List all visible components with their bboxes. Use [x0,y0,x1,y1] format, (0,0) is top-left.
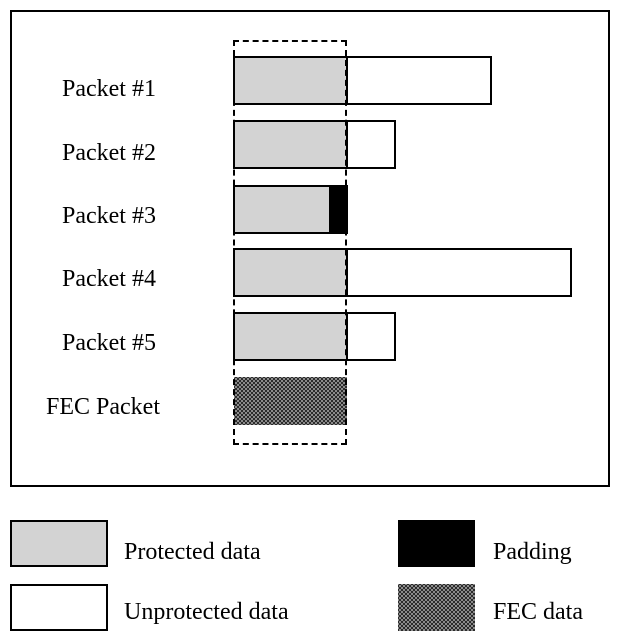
legend-protected-swatch [10,520,108,567]
legend-unprotected-label: Unprotected data [124,599,289,625]
fec-packet-label: FEC Packet [46,394,160,420]
legend-padding-swatch [398,520,475,567]
fec-packet-bar [234,377,347,425]
legend-unprotected-swatch [10,584,108,631]
packet-4-label: Packet #4 [62,266,156,292]
packet-5-protected-segment [233,312,348,361]
packet-1-label: Packet #1 [62,76,156,102]
packet-2-protected-segment [233,120,348,169]
packet-3-padding-segment [329,185,348,234]
diagram-frame [10,10,610,487]
legend-fec-swatch [398,584,475,631]
packet-5-label: Packet #5 [62,330,156,356]
packet-4-protected-segment [233,248,348,297]
legend-padding-label: Padding [493,539,572,565]
packet-1-protected-segment [233,56,348,105]
legend-protected-label: Protected data [124,539,261,565]
packet-3-label: Packet #3 [62,203,156,229]
legend-fec-label: FEC data [493,599,583,625]
packet-2-label: Packet #2 [62,140,156,166]
